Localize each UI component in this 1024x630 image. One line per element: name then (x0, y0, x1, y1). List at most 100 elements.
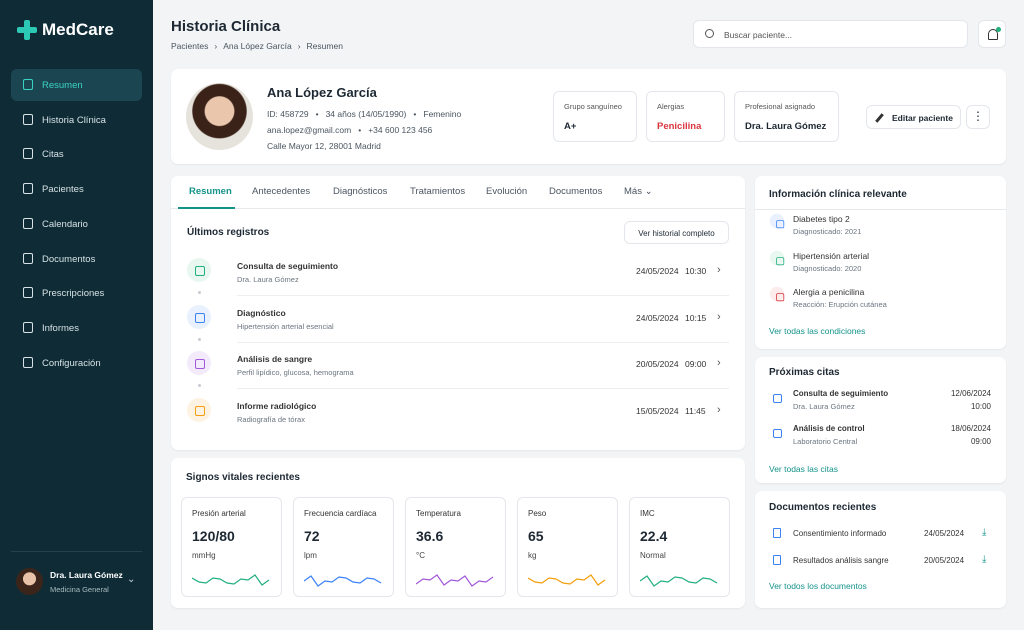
nav-icon (23, 217, 33, 229)
vital-value: 120/80 (192, 528, 235, 544)
nav-icon (23, 183, 33, 195)
clinical-link[interactable]: Ver todas las condiciones (769, 326, 866, 336)
nav-icon (23, 321, 33, 333)
record-icon (187, 351, 211, 376)
clinical-card: Información clínica relevante Ver todas … (755, 176, 1006, 349)
download-button[interactable]: ⤓ (982, 554, 987, 565)
documents-link[interactable]: Ver todos los documentos (769, 581, 867, 591)
records-title: Últimos registros (187, 227, 270, 238)
appointment-time: 09:00 (970, 437, 991, 446)
record-title: Análisis de sangre (237, 354, 313, 365)
crumb[interactable]: Ana López García (223, 41, 292, 51)
record-open[interactable]: › (717, 264, 721, 276)
vital-label: IMC (640, 509, 655, 518)
record-time: 10:15 (685, 312, 707, 323)
condition-icon (769, 250, 785, 265)
crumb[interactable]: Pacientes (171, 41, 209, 51)
record-icon (187, 398, 211, 423)
record-open[interactable]: › (717, 310, 721, 323)
patient-phone: +34 600 123 456 (368, 125, 433, 135)
page-title: Historia Clínica (171, 18, 281, 35)
tab[interactable]: Diagnósticos (333, 186, 388, 197)
record-title: Informe radiológico (237, 401, 317, 412)
search-box[interactable]: Buscar paciente... (693, 20, 968, 48)
patient-address: Calle Mayor 12, 28001 Madrid (267, 141, 381, 151)
tab[interactable]: Evolución (486, 186, 528, 197)
nav-item[interactable]: Informes (11, 312, 142, 344)
nav-item[interactable]: Calendario (11, 208, 142, 240)
appointment-icon (773, 394, 782, 403)
info-box: Grupo sanguíneo A+ (553, 91, 637, 142)
appointment-title: Consulta de seguimiento (793, 389, 889, 398)
nav-icon (23, 113, 33, 125)
sparkline (304, 575, 382, 587)
user-avatar (16, 568, 43, 595)
vital-unit: °C (416, 551, 425, 560)
download-button[interactable]: ⤓ (982, 527, 987, 538)
vital-value: 22.4 (640, 528, 668, 544)
user-menu[interactable]: ⌄ (127, 574, 136, 585)
record-time: 10:30 (685, 266, 707, 276)
appointment-date: 12/06/2024 (950, 389, 991, 398)
record-title: Consulta de seguimiento (237, 261, 339, 271)
info-value: A+ (564, 121, 577, 132)
nav-item[interactable]: Documentos (11, 243, 142, 275)
history-button[interactable]: Ver historial completo (624, 221, 729, 244)
nav-item[interactable]: Configuración (11, 347, 142, 379)
nav-item[interactable]: Pacientes (11, 173, 142, 205)
sparkline (528, 574, 606, 586)
divider (237, 388, 729, 390)
nav-item[interactable]: Historia Clínica (11, 104, 142, 136)
user-role: Medicina General (50, 585, 109, 594)
sparkline-path (192, 574, 270, 586)
nav-item[interactable]: Prescripciones (11, 277, 142, 309)
vital-unit: mmHg (192, 551, 216, 560)
tab[interactable]: Tratamientos (410, 186, 466, 197)
nav-item[interactable]: Resumen (11, 69, 142, 101)
record-open[interactable]: › (717, 404, 721, 417)
tab-indicator (178, 207, 235, 209)
info-box: Alergias Penicilina (646, 91, 725, 142)
record-icon (187, 304, 211, 329)
info-label: Grupo sanguíneo (564, 102, 622, 111)
separator: › (297, 41, 301, 51)
appointments-link[interactable]: Ver todas las citas (769, 464, 838, 474)
info-box: Profesional asignado Dra. Laura Gómez (734, 91, 839, 142)
tab[interactable]: Documentos (549, 186, 603, 197)
record-subtitle: Radiografía de tórax (237, 415, 305, 425)
tab[interactable]: Resumen (189, 186, 232, 197)
nav-icon (23, 252, 33, 264)
vital-unit: lpm (304, 551, 317, 560)
nav-item[interactable]: Citas (11, 138, 142, 170)
appointment-icon (773, 429, 782, 438)
sparkline-path (304, 575, 382, 587)
patient-card: Ana López García ID: 458729 • 34 años (14/… (171, 69, 1006, 164)
search-placeholder: Buscar paciente... (724, 30, 793, 40)
tab[interactable]: Antecedentes (252, 186, 311, 197)
record-open[interactable]: › (717, 357, 721, 370)
patient-sex: Femenino (423, 109, 462, 119)
tab[interactable]: Más ⌄ (624, 186, 653, 197)
appointment-date: 18/06/2024 (950, 424, 991, 433)
vital-box: Frecuencia cardíaca 72 lpm (293, 497, 394, 597)
vital-value: 36.6 (416, 528, 444, 544)
sparkline (640, 575, 718, 587)
record-date: 20/05/2024 (636, 359, 679, 370)
document-title: Consentimiento informado (793, 529, 887, 538)
clinical-title: Información clínica relevante (769, 189, 907, 200)
divider (11, 551, 142, 552)
documents-card: Documentos recientes Ver todos los docum… (755, 491, 1006, 608)
condition-title: Diabetes tipo 2 (793, 214, 850, 224)
info-value: Penicilina (657, 121, 702, 132)
info-label: Alergias (657, 102, 685, 111)
nav-icon (23, 79, 33, 90)
condition-title: Hipertensión arterial (793, 250, 870, 261)
document-title: Resultados análisis sangre (793, 556, 889, 565)
patient-id: ID: 458729 (267, 109, 309, 119)
more-button[interactable]: ⋮ (966, 105, 990, 129)
edit-button[interactable]: Editar paciente (866, 105, 961, 129)
documents-title: Documentos recientes (769, 502, 877, 513)
info-value: Dra. Laura Gómez (745, 121, 827, 132)
condition-subtitle: Diagnosticado: 2020 (793, 263, 862, 273)
notifications[interactable] (978, 20, 1006, 48)
